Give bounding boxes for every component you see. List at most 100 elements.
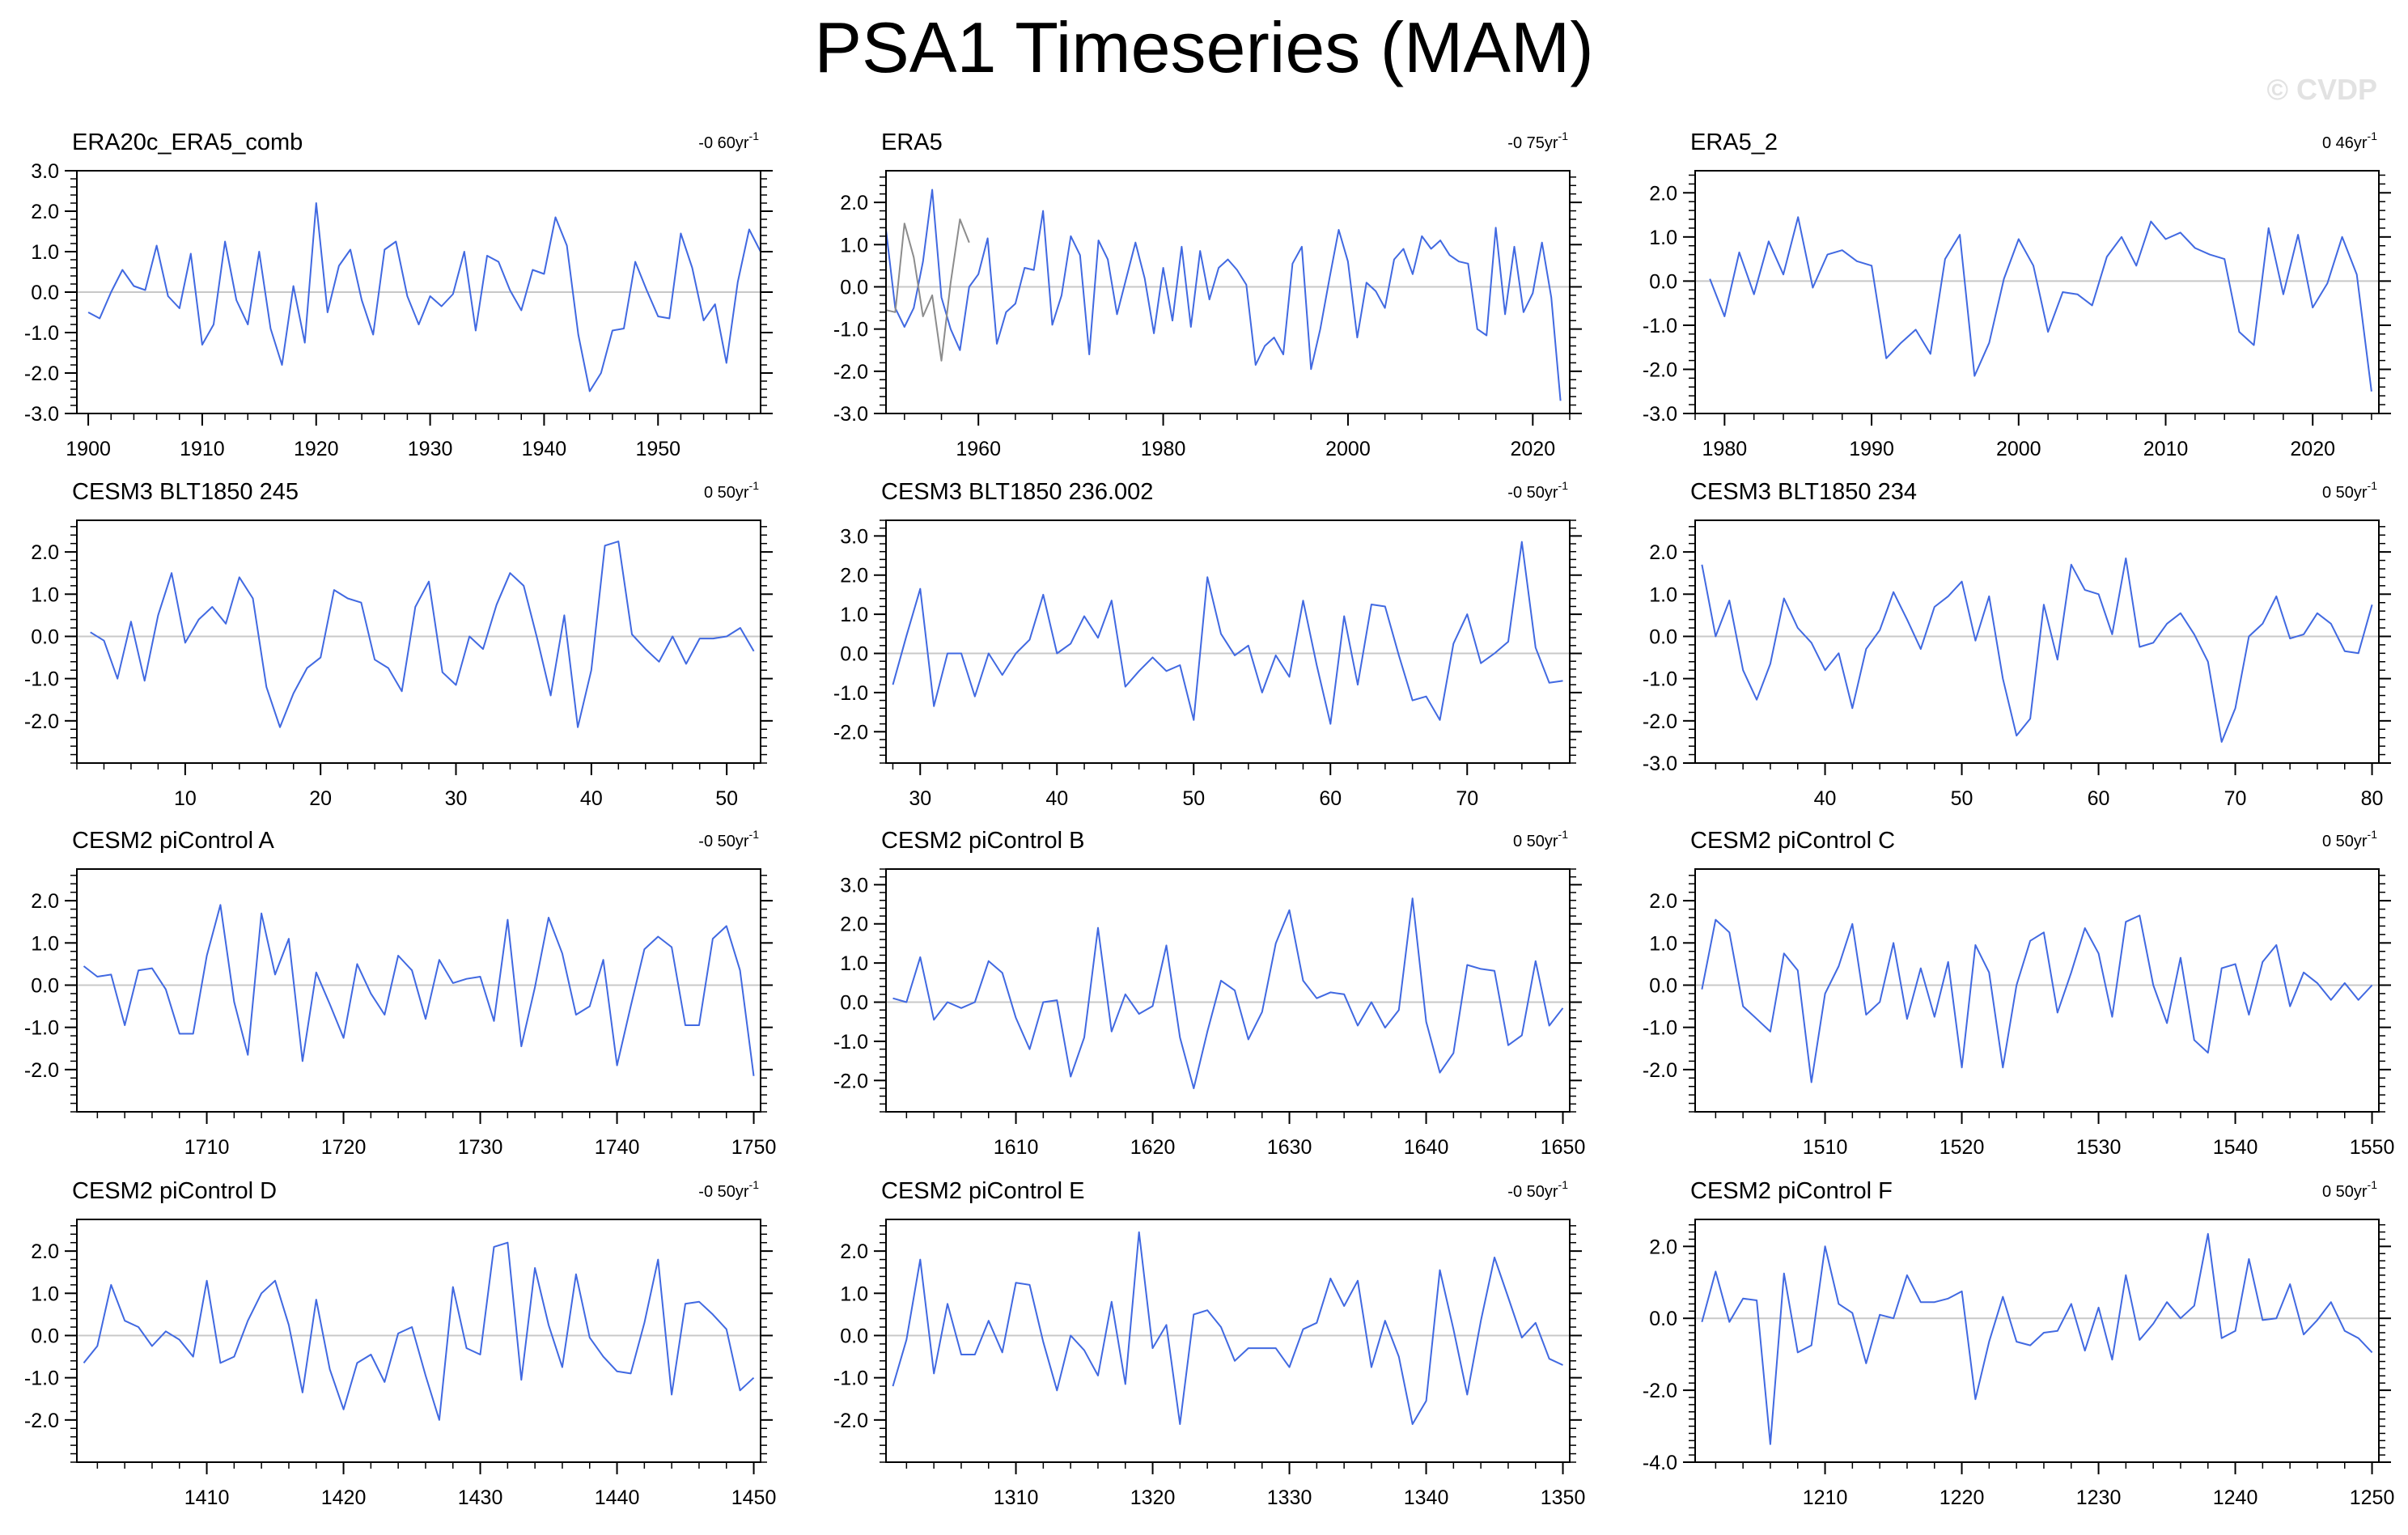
trend-exponent: -1 xyxy=(2368,479,2378,492)
y-tick-label: 3.0 xyxy=(840,874,868,897)
plot-frame xyxy=(885,170,1571,414)
chart-panel-1: -3.0 -2.0 -1.0 0.0 1.0 2.0 3.0 1900 1910 1920 1930… xyxy=(24,129,773,460)
x-tick-label: 20 xyxy=(309,787,332,810)
x-tick-label: 1210 xyxy=(1803,1486,1848,1509)
plot-frame xyxy=(76,868,761,1113)
trend-exponent: -1 xyxy=(749,479,760,492)
trend-exponent: -1 xyxy=(1558,828,1569,841)
y-tick-label: 0.0 xyxy=(840,992,868,1015)
x-tick-label: 1540 xyxy=(2213,1136,2258,1159)
series-line xyxy=(83,904,755,1076)
chart-panel-4: -2.0 -1.0 0.0 1.0 2.0 10 20 30 40 50 CESM3 BLT1850… xyxy=(24,479,773,810)
y-tick-label: 1.0 xyxy=(840,1283,868,1305)
y-tick-label: -3.0 xyxy=(1643,403,1677,426)
y-tick-label: -2.0 xyxy=(24,363,59,385)
y-tick-label: 3.0 xyxy=(31,160,59,183)
y-tick-label: -1.0 xyxy=(1643,668,1677,691)
series-line xyxy=(90,541,755,728)
y-tick-label: 1.0 xyxy=(31,932,59,955)
y-tick-label: 1.0 xyxy=(1649,583,1677,606)
trend-label: -0 50yr-1 xyxy=(1507,1178,1568,1201)
trend-value: -0 75yr xyxy=(1507,134,1558,152)
y-tick-label: -2.0 xyxy=(1643,1059,1677,1082)
y-tick-label: -2.0 xyxy=(1643,1380,1677,1402)
x-tick-label: 1730 xyxy=(458,1136,503,1159)
y-tick-label: 1.0 xyxy=(840,952,868,975)
y-tick-label: 0.0 xyxy=(1649,270,1677,293)
chart-panel-3: -3.0 -2.0 -1.0 0.0 1.0 2.0 1980 1990 2000 2010 202… xyxy=(1643,129,2391,460)
chart-panel-11: -2.0 -1.0 0.0 1.0 2.0 1310 1320 1330 1340 1350 CES… xyxy=(833,1178,1585,1509)
series-line xyxy=(892,897,1564,1089)
panel-title: CESM2 piControl E xyxy=(881,1178,1084,1204)
y-tick-label: 1.0 xyxy=(31,241,59,264)
y-tick-label: -1.0 xyxy=(1643,1017,1677,1040)
y-tick-label: 1.0 xyxy=(1649,227,1677,249)
x-tick-label: 50 xyxy=(715,787,738,810)
x-tick-label: 1990 xyxy=(1849,438,1894,460)
x-tick-label: 1980 xyxy=(1141,438,1186,460)
y-tick-label: -1.0 xyxy=(833,319,868,341)
trend-value: -0 50yr xyxy=(1507,484,1558,502)
y-tick-label: 2.0 xyxy=(31,1240,59,1263)
y-tick-label: -1.0 xyxy=(833,682,868,705)
chart-panel-9: -2.0 -1.0 0.0 1.0 2.0 1510 1520 1530 1540 1550 CES… xyxy=(1643,828,2394,1159)
x-tick-label: 70 xyxy=(1456,787,1478,810)
chart-panel-12: -4.0 -2.0 0.0 2.0 1210 1220 1230 1240 1250 CESM2 … xyxy=(1643,1178,2394,1509)
y-tick-label: -1.0 xyxy=(833,1031,868,1054)
trend-exponent: -1 xyxy=(2368,828,2378,841)
series-line xyxy=(1701,558,2373,743)
plot-frame xyxy=(76,519,761,764)
trend-value: -0 50yr xyxy=(698,833,749,850)
plot-frame xyxy=(1694,170,2380,414)
y-tick-label: 0.0 xyxy=(1649,974,1677,997)
trend-exponent: -1 xyxy=(749,129,760,142)
series-line xyxy=(1701,1232,2373,1445)
panel-title: CESM2 piControl F xyxy=(1690,1178,1893,1204)
plot-frame xyxy=(885,868,1571,1113)
x-tick-label: 1450 xyxy=(731,1486,777,1509)
y-tick-label: 2.0 xyxy=(840,1240,868,1263)
y-tick-label: 2.0 xyxy=(1649,890,1677,913)
series-line xyxy=(892,1231,1563,1425)
trend-label: 0 50yr-1 xyxy=(1513,828,1568,850)
y-tick-label: -2.0 xyxy=(24,710,59,733)
x-tick-label: 2020 xyxy=(2290,438,2335,460)
x-tick-label: 1620 xyxy=(1130,1136,1176,1159)
trend-exponent: -1 xyxy=(1558,479,1569,492)
plot-frame xyxy=(76,1219,761,1463)
plot-frame xyxy=(1694,868,2380,1113)
x-tick-label: 1740 xyxy=(595,1136,640,1159)
y-tick-label: -3.0 xyxy=(833,403,868,426)
y-tick-label: 2.0 xyxy=(1649,541,1677,564)
x-tick-label: 2020 xyxy=(1511,438,1556,460)
x-tick-label: 70 xyxy=(2224,787,2247,810)
x-tick-label: 1410 xyxy=(184,1486,230,1509)
chart-panel-5: -2.0 -1.0 0.0 1.0 2.0 3.0 30 40 50 60 70 CESM3 BLT1… xyxy=(833,479,1582,810)
y-tick-label: 2.0 xyxy=(1649,1236,1677,1258)
y-tick-label: -2.0 xyxy=(24,1059,59,1082)
x-tick-label: 1630 xyxy=(1267,1136,1312,1159)
x-tick-label: 1330 xyxy=(1267,1486,1312,1509)
chart-panel-10: -2.0 -1.0 0.0 1.0 2.0 1410 1420 1430 1440 1450 CES… xyxy=(24,1178,776,1509)
trend-label: -0 60yr-1 xyxy=(698,129,759,152)
y-tick-label: 2.0 xyxy=(31,890,59,913)
chart-panel-8: -2.0 -1.0 0.0 1.0 2.0 3.0 1610 1620 1630 1640 1650… xyxy=(833,828,1585,1159)
panel-title: ERA5 xyxy=(881,129,943,155)
trend-label: 0 50yr-1 xyxy=(2322,1178,2377,1201)
plot-frame xyxy=(885,519,1571,764)
y-tick-label: -1.0 xyxy=(24,1368,59,1390)
panel-title: CESM2 piControl C xyxy=(1690,828,1895,854)
panel-title: CESM3 BLT1850 234 xyxy=(1690,479,1917,505)
panel-title: CESM2 piControl A xyxy=(72,828,274,854)
y-tick-label: 2.0 xyxy=(31,201,59,223)
y-tick-label: 0.0 xyxy=(840,1325,868,1347)
x-tick-label: 60 xyxy=(1319,787,1342,810)
y-tick-label: 0.0 xyxy=(31,974,59,997)
y-tick-label: -2.0 xyxy=(1643,710,1677,733)
y-tick-label: -4.0 xyxy=(1643,1452,1677,1474)
y-tick-label: 0.0 xyxy=(840,276,868,299)
x-tick-label: 1530 xyxy=(2076,1136,2122,1159)
x-tick-label: 1220 xyxy=(1940,1486,1985,1509)
trend-label: 0 50yr-1 xyxy=(2322,828,2377,850)
